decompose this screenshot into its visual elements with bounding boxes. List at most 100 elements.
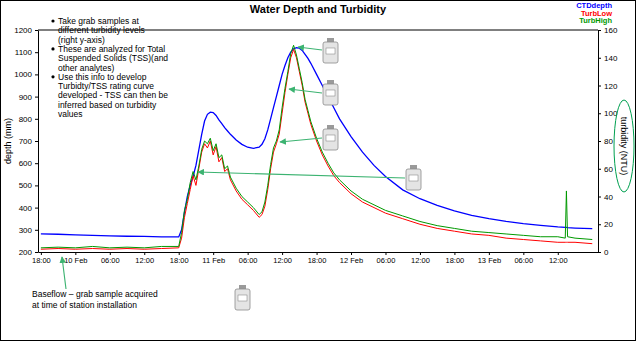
series-line: [41, 48, 592, 237]
x-tick-mark: [317, 252, 318, 255]
bottle-label: [326, 135, 335, 141]
y2-tick-label: 20: [604, 220, 613, 229]
bottle-body: [235, 289, 250, 310]
bottle-cap: [327, 80, 334, 84]
chart-title: Water Depth and Turbidity: [250, 3, 387, 15]
x-tick-mark: [385, 252, 386, 255]
x-tick: 06:00: [514, 252, 533, 265]
y-tick-label: 300: [19, 226, 33, 235]
y2-tick: 80: [598, 137, 613, 146]
sample-bottle: [323, 125, 338, 150]
x-tick: 12:00: [411, 252, 430, 265]
bottle-body: [323, 84, 338, 105]
y-tick-mark: [35, 30, 38, 31]
bullet: [51, 19, 54, 22]
y2-tick-mark: [598, 197, 601, 198]
y-tick-mark: [35, 74, 38, 75]
x-tick-mark: [41, 252, 42, 255]
y2-tick-label: 60: [604, 165, 613, 174]
y-axis: 200 300 400 500 600 700 800 900 1000 1100 1200: [14, 26, 38, 257]
x-tick-label: 06:00: [101, 256, 120, 265]
y-axis-line: [38, 31, 39, 253]
y-tick-label: 400: [19, 204, 33, 213]
y-tick: 400: [19, 204, 38, 213]
y-tick-label: 700: [19, 137, 33, 146]
y2-tick-label: 160: [604, 26, 618, 35]
bottle-cap: [327, 125, 334, 129]
annotation-arrow: [198, 172, 405, 178]
y2-tick-label: 120: [604, 82, 618, 91]
y2-tick: 20: [598, 220, 613, 229]
x-tick-label: 10 Feb: [64, 256, 87, 265]
x-tick-label: 12:00: [135, 256, 154, 265]
y-tick-mark: [35, 163, 38, 164]
y-tick-mark: [35, 230, 38, 231]
y-tick-label: 900: [19, 93, 33, 102]
legend-entry: TurbHigh: [579, 16, 612, 25]
bottle-label: [326, 90, 335, 96]
x-tick-mark: [351, 252, 352, 255]
series-line: [41, 45, 592, 248]
y-tick-mark: [35, 252, 38, 253]
x-tick-mark: [144, 252, 145, 255]
y-tick-label: 1200: [14, 26, 32, 35]
y-tick: 700: [19, 137, 38, 146]
y2-tick-mark: [598, 252, 601, 253]
y-tick-label: 1000: [14, 70, 32, 79]
sample-bottle: [235, 285, 250, 310]
x-tick-mark: [454, 252, 455, 255]
y2-tick-mark: [598, 58, 601, 59]
x-tick-mark: [420, 252, 421, 255]
bottle-body: [323, 129, 338, 150]
chart-container: 18:00 10 Feb 06:00 12:00 18:00 11 Feb 06:00 12:…: [0, 0, 636, 355]
x-tick: 06:00: [239, 252, 258, 265]
x-tick: 06:00: [101, 252, 120, 265]
x-tick-label: 12:00: [549, 256, 568, 265]
x-tick-mark: [75, 252, 76, 255]
y-tick: 600: [19, 159, 38, 168]
y-tick-label: 1100: [15, 48, 33, 57]
sample-bottle: [323, 38, 338, 63]
y2-tick: 60: [598, 165, 613, 174]
y2-tick-mark: [598, 224, 601, 225]
y-tick: 500: [19, 181, 38, 190]
x-tick-label: 06:00: [239, 256, 258, 265]
x-tick-mark: [248, 252, 249, 255]
y-tick: 1200: [14, 26, 38, 35]
annotation-arrow: [289, 89, 322, 93]
bottle-label: [409, 175, 418, 181]
x-tick-label: 12:00: [411, 256, 430, 265]
bottle-cap: [410, 165, 417, 169]
y-axis-title: depth (mm): [3, 118, 13, 164]
x-tick: 18:00: [32, 252, 51, 265]
bottle-cap: [239, 285, 246, 289]
x-tick: 11 Feb: [202, 252, 225, 265]
x-axis-line: [39, 252, 599, 253]
y-tick-mark: [35, 119, 38, 120]
figure-frame: [1, 1, 636, 341]
x-tick: 12:00: [273, 252, 292, 265]
y2-tick-label: 40: [604, 193, 613, 202]
sample-bottle: [323, 80, 338, 105]
y-tick-mark: [35, 97, 38, 98]
bullet: [51, 47, 54, 50]
sample-bottle: [406, 165, 421, 190]
y-tick: 1000: [14, 70, 38, 79]
x-tick-label: 06:00: [514, 256, 533, 265]
x-axis: 18:00 10 Feb 06:00 12:00 18:00 11 Feb 06:00 12:…: [32, 252, 599, 265]
x-tick-label: 18:00: [446, 256, 465, 265]
x-tick-label: 18:00: [170, 256, 189, 265]
y-tick-label: 800: [19, 115, 33, 124]
y-tick-mark: [35, 52, 38, 53]
y-tick-label: 200: [19, 248, 33, 257]
x-tick-mark: [489, 252, 490, 255]
y-tick-mark: [35, 208, 38, 209]
bottle-label: [238, 295, 247, 301]
y2-tick: 120: [598, 82, 618, 91]
bullet: [51, 75, 54, 78]
y-tick: 200: [19, 248, 38, 257]
y-tick: 300: [19, 226, 38, 235]
y2-tick-mark: [598, 169, 601, 170]
x-tick-label: 12 Feb: [340, 256, 363, 265]
highlight-ellipse: [614, 100, 634, 192]
